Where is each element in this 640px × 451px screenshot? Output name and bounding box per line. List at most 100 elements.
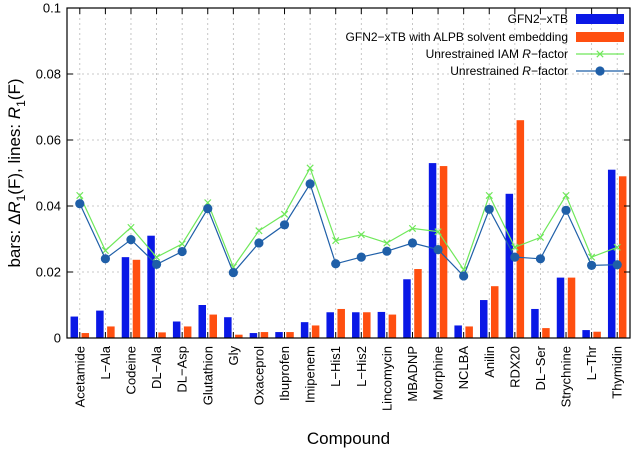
bar bbox=[363, 312, 371, 338]
legend-label: GFN2−xTB with ALPB solvent embedding bbox=[346, 30, 568, 44]
legend-label-part: −factor bbox=[531, 64, 568, 78]
bar bbox=[70, 316, 79, 338]
line-point bbox=[587, 260, 597, 270]
line-point bbox=[255, 227, 263, 235]
bar bbox=[147, 235, 155, 338]
bar bbox=[132, 259, 141, 338]
bar bbox=[505, 193, 514, 338]
legend-label-part: R bbox=[522, 64, 531, 78]
bar bbox=[556, 277, 565, 338]
x-tick-label: L−His2 bbox=[354, 346, 369, 387]
legend-marker bbox=[595, 66, 605, 76]
y-axis-label-part: bars: Δ bbox=[5, 214, 24, 268]
bar bbox=[224, 317, 232, 338]
y-axis-label-part: (F), lines: bbox=[5, 119, 24, 195]
y-tick-label: 0.08 bbox=[36, 67, 61, 82]
y-tick-label: 0.02 bbox=[36, 265, 61, 280]
legend-swatch bbox=[576, 32, 624, 42]
legend-swatch bbox=[576, 14, 624, 24]
bar bbox=[377, 311, 386, 338]
y-axis-label-part: R bbox=[5, 107, 24, 119]
y-tick-label: 0.06 bbox=[36, 133, 61, 148]
line-point bbox=[613, 243, 621, 251]
bar bbox=[428, 163, 437, 338]
bar bbox=[249, 333, 258, 338]
bars bbox=[70, 120, 627, 338]
line-point bbox=[331, 259, 341, 269]
legend-label-part: −factor bbox=[531, 47, 568, 61]
line-point bbox=[357, 231, 365, 239]
x-tick-label: L−Ala bbox=[98, 345, 113, 379]
line-point bbox=[126, 235, 136, 245]
line-point bbox=[177, 246, 187, 257]
line-point bbox=[407, 238, 418, 248]
x-tick-label: NCLBA bbox=[456, 346, 471, 390]
legend-label-part: Unrestrained bbox=[450, 64, 522, 78]
line-point bbox=[178, 240, 186, 248]
bar bbox=[403, 279, 411, 338]
x-tick-label: Imipenem bbox=[303, 346, 318, 403]
x-tick-label: L−Thr bbox=[584, 345, 599, 380]
bar bbox=[183, 326, 192, 338]
line-point bbox=[587, 253, 596, 261]
y-axis-label-part: 1 bbox=[14, 100, 28, 107]
x-tick-label: Codeine bbox=[123, 346, 138, 394]
bar bbox=[491, 286, 499, 338]
x-tick-label: MBADNP bbox=[405, 346, 420, 402]
x-tick-label: DL−Ser bbox=[533, 345, 548, 390]
bar bbox=[542, 328, 550, 338]
x-tick-label: DL−Asp bbox=[175, 346, 190, 393]
x-ticks: Acetamide L−Ala Codeine DL−Ala DL−Asp Glutath… bbox=[72, 8, 625, 411]
bar bbox=[121, 257, 130, 338]
legend-label: Unrestrained R−factor bbox=[450, 64, 568, 78]
bar bbox=[107, 326, 115, 338]
bar bbox=[260, 332, 269, 338]
bar bbox=[414, 269, 422, 338]
line-point bbox=[101, 246, 110, 255]
line-point bbox=[100, 254, 110, 264]
line-point bbox=[76, 191, 84, 200]
line-point bbox=[356, 252, 366, 262]
y-tick-label: 0 bbox=[54, 331, 61, 346]
line-point bbox=[484, 204, 494, 214]
line-point bbox=[306, 164, 314, 172]
line-point bbox=[279, 220, 290, 230]
bar bbox=[480, 300, 488, 338]
line-point bbox=[332, 237, 340, 245]
x-axis-label: Compound bbox=[307, 429, 390, 448]
legend-marker bbox=[596, 50, 604, 58]
bar bbox=[300, 322, 309, 338]
bar bbox=[607, 169, 616, 338]
line-point bbox=[561, 205, 571, 215]
line-point bbox=[511, 243, 519, 251]
legend-label-part: GFN2−xTB bbox=[508, 12, 568, 26]
bar bbox=[275, 332, 283, 338]
line-point bbox=[151, 259, 162, 270]
line-point bbox=[228, 268, 238, 278]
bar bbox=[235, 334, 243, 338]
y-axis-label-group: bars: ΔR1(F), lines: R1(F) bbox=[5, 78, 28, 267]
bar bbox=[96, 310, 104, 338]
x-tick-label: Ibuprofen bbox=[277, 346, 292, 401]
legend-label-part: R bbox=[522, 47, 531, 61]
lines bbox=[75, 164, 622, 281]
line-point bbox=[280, 210, 289, 218]
bar bbox=[337, 308, 345, 338]
x-tick-label: Anilin bbox=[482, 346, 497, 378]
y-ticks: 0 0.02 0.04 0.06 0.08 0.1 bbox=[36, 1, 630, 346]
legend-label: Unrestrained IAM R−factor bbox=[426, 47, 568, 61]
line-point bbox=[383, 239, 391, 247]
line-point bbox=[434, 228, 442, 236]
bar bbox=[593, 331, 601, 338]
bar bbox=[158, 332, 166, 338]
y-axis-label: bars: ΔR1(F), lines: R1(F) bbox=[5, 78, 28, 267]
line-point bbox=[75, 199, 85, 209]
bar bbox=[618, 176, 627, 338]
bar bbox=[531, 308, 539, 338]
line-point bbox=[485, 191, 493, 200]
x-tick-label: Acetamide bbox=[72, 346, 87, 407]
legend-label-part: GFN2−xTB with ALPB solvent embedding bbox=[346, 30, 568, 44]
x-tick-label: Morphine bbox=[431, 346, 446, 400]
y-axis-label-part: 1 bbox=[14, 194, 28, 201]
